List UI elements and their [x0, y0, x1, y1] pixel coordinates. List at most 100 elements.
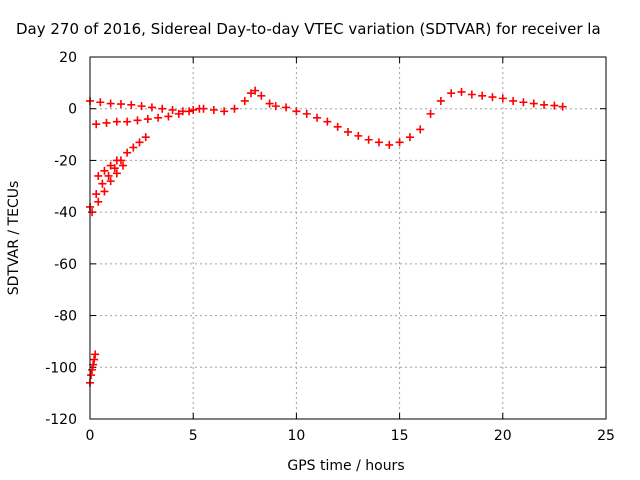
data-point [195, 104, 204, 113]
data-point [100, 166, 109, 175]
data-point [478, 91, 487, 100]
data-point [110, 164, 119, 173]
data-point [488, 93, 497, 102]
grid [90, 57, 606, 419]
data-point [509, 96, 518, 105]
data-point [519, 98, 528, 107]
data-point [90, 355, 99, 364]
data-point [385, 140, 394, 149]
series-0 [86, 86, 567, 149]
data-point [100, 187, 109, 196]
data-point [112, 156, 121, 165]
data-point [333, 122, 342, 131]
data-point [189, 106, 198, 115]
data-point [92, 120, 101, 129]
series-5 [86, 350, 100, 387]
data-point [467, 90, 476, 99]
data-point [174, 109, 183, 118]
x-tick-label: 5 [189, 428, 198, 444]
data-point [436, 96, 445, 105]
data-point [550, 101, 559, 110]
data-point [374, 138, 383, 147]
chart-title: Day 270 of 2016, Sidereal Day-to-day VTE… [16, 20, 601, 38]
data-point [313, 113, 322, 122]
data-point [426, 109, 435, 118]
data-point [344, 127, 352, 136]
x-tick-label: 15 [391, 428, 409, 444]
data-point [540, 100, 549, 109]
data-point [158, 104, 167, 113]
data-point [133, 116, 142, 125]
data-point [102, 118, 111, 127]
data-point [405, 133, 414, 142]
x-tick-label: 10 [287, 428, 305, 444]
axis-ticks: 0 5 10 15 20 25 20 0 -20 -40 -60 -80 -100 -120 [45, 50, 615, 444]
data-point [498, 94, 507, 103]
data-point [246, 89, 255, 98]
data-point [185, 107, 194, 116]
data-point [447, 89, 456, 98]
data-point [88, 365, 97, 374]
data-point [106, 99, 115, 108]
data-point [141, 133, 150, 142]
data-point [116, 100, 125, 109]
data-point [119, 161, 128, 170]
data-point [98, 179, 107, 188]
data-point [257, 91, 266, 100]
data-point [558, 102, 567, 111]
data-point [302, 109, 311, 118]
data-point [265, 99, 274, 108]
data-point [395, 138, 404, 147]
data-point [123, 117, 132, 126]
data-point [112, 117, 121, 126]
data-point [88, 208, 97, 217]
data-point [106, 161, 115, 170]
y-tick-label: -60 [54, 257, 77, 273]
data-point [168, 106, 177, 115]
data-point [106, 177, 115, 186]
data-point [529, 99, 538, 108]
data-point [457, 87, 466, 96]
data-point [91, 350, 100, 359]
data-point [416, 125, 425, 134]
data-point [240, 96, 249, 105]
data-point [137, 102, 146, 111]
data-point [92, 190, 101, 199]
data-point [127, 100, 136, 109]
data-point [135, 138, 144, 147]
data-point [94, 171, 103, 180]
data-point [323, 117, 332, 126]
x-tick-label: 20 [494, 428, 512, 444]
data-point [251, 86, 260, 95]
series-1 [92, 104, 204, 129]
data-point [220, 107, 229, 116]
data-point [292, 107, 301, 116]
y-tick-label: -20 [54, 153, 77, 169]
data-point [143, 115, 152, 124]
y-tick-label: 20 [59, 50, 77, 66]
data-point [364, 135, 373, 144]
data-point [87, 371, 96, 380]
data-point [123, 148, 132, 157]
data-point [271, 102, 280, 111]
x-axis-label: GPS time / hours [287, 458, 404, 474]
data-point [209, 106, 218, 115]
data-points [86, 86, 567, 387]
data-point [96, 98, 105, 107]
data-point [164, 112, 173, 121]
data-point [104, 171, 113, 180]
data-point [147, 103, 156, 112]
y-tick-label: -40 [54, 205, 77, 221]
data-point [230, 104, 239, 113]
data-point [129, 143, 138, 152]
data-point [154, 113, 163, 122]
y-tick-label: 0 [68, 102, 77, 118]
plot-frame [89, 56, 607, 420]
data-point [94, 197, 103, 206]
data-point [282, 103, 291, 112]
x-tick-label: 25 [597, 428, 615, 444]
series-3 [88, 161, 128, 217]
y-tick-label: -120 [45, 412, 77, 428]
y-tick-label: -100 [45, 360, 77, 376]
